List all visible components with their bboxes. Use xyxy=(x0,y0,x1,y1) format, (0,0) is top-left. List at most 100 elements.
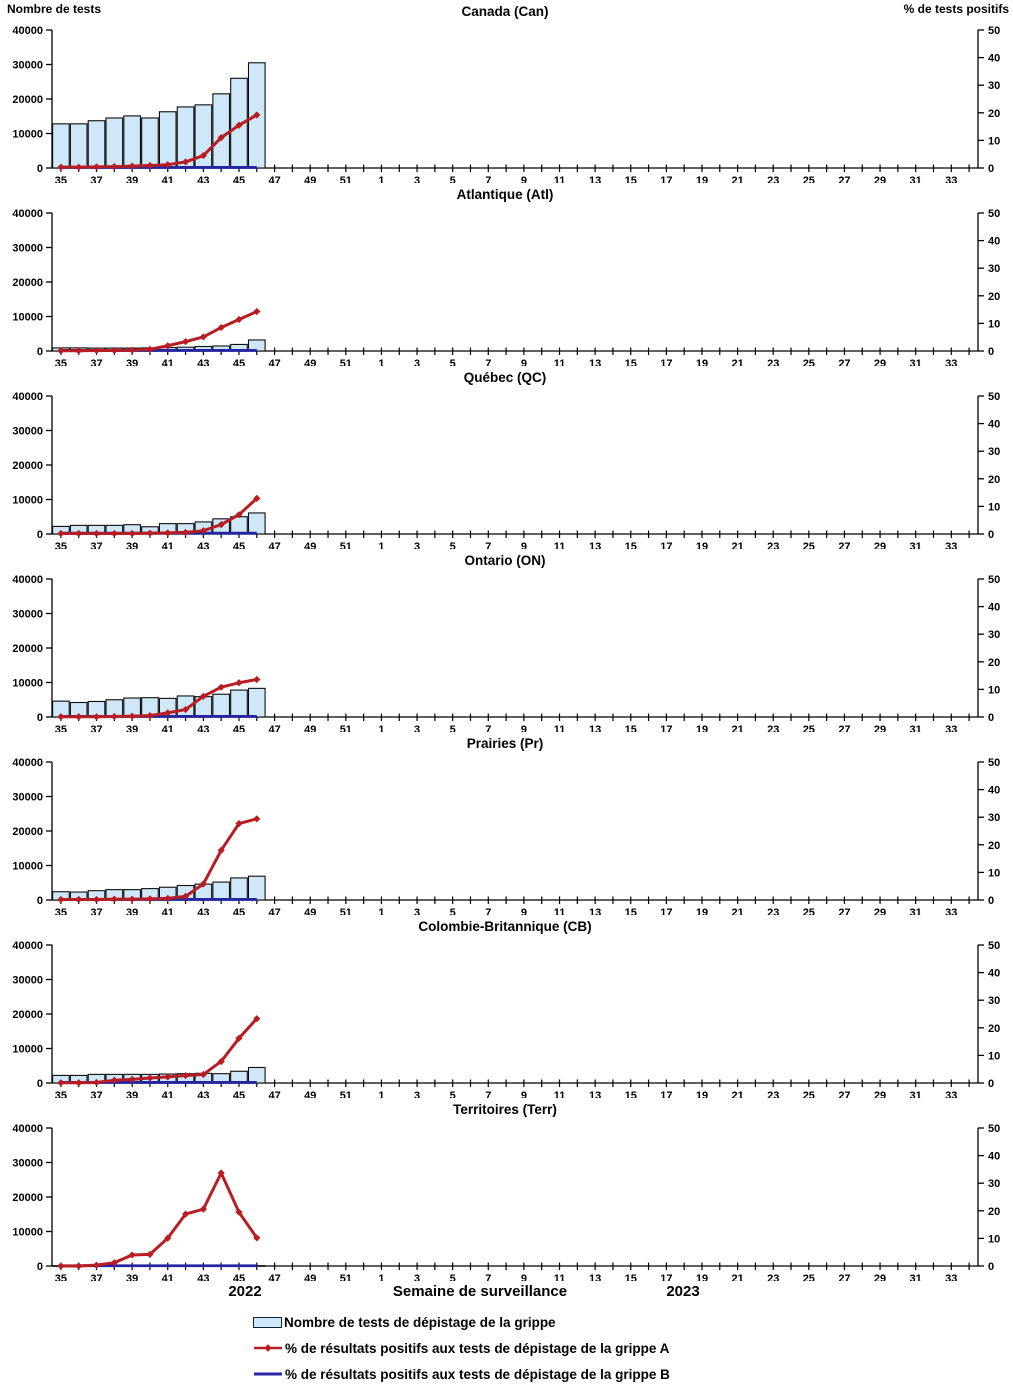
svg-text:1: 1 xyxy=(378,358,384,366)
legend-label-flu-a: % de résultats positifs aux tests de dép… xyxy=(285,1340,670,1356)
left-axis-title: Nombre de tests xyxy=(7,2,102,16)
svg-text:49: 49 xyxy=(304,541,316,549)
year-2023-label: 2023 xyxy=(666,1283,700,1300)
svg-text:3: 3 xyxy=(414,1273,420,1281)
svg-text:1: 1 xyxy=(378,541,384,549)
svg-text:13: 13 xyxy=(589,541,601,549)
svg-text:20000: 20000 xyxy=(12,94,43,106)
svg-text:30000: 30000 xyxy=(12,975,43,987)
svg-text:10: 10 xyxy=(988,135,1000,147)
svg-text:17: 17 xyxy=(660,1090,672,1098)
svg-text:45: 45 xyxy=(233,1090,245,1098)
svg-text:19: 19 xyxy=(696,175,708,183)
svg-text:10000: 10000 xyxy=(12,861,43,873)
svg-text:9: 9 xyxy=(521,907,527,915)
legend-item-flu-b: % de résultats positifs aux tests de dép… xyxy=(253,1361,1013,1387)
svg-text:27: 27 xyxy=(838,358,850,366)
svg-text:13: 13 xyxy=(589,907,601,915)
svg-text:7: 7 xyxy=(485,541,491,549)
svg-text:37: 37 xyxy=(90,907,102,915)
svg-text:37: 37 xyxy=(90,1273,102,1281)
svg-text:20000: 20000 xyxy=(12,643,43,655)
svg-text:40000: 40000 xyxy=(12,1123,43,1135)
svg-text:43: 43 xyxy=(197,1273,209,1281)
svg-text:30: 30 xyxy=(988,995,1000,1007)
svg-text:47: 47 xyxy=(268,1090,280,1098)
svg-text:31: 31 xyxy=(910,1273,922,1281)
svg-text:5: 5 xyxy=(450,907,456,915)
svg-text:Canada (Can): Canada (Can) xyxy=(461,4,548,19)
svg-text:47: 47 xyxy=(268,541,280,549)
svg-text:20000: 20000 xyxy=(12,460,43,472)
svg-text:33: 33 xyxy=(945,358,957,366)
svg-text:41: 41 xyxy=(162,541,174,549)
svg-text:40: 40 xyxy=(988,968,1000,980)
svg-text:17: 17 xyxy=(660,175,672,183)
svg-text:40000: 40000 xyxy=(12,391,43,403)
svg-text:3: 3 xyxy=(414,724,420,732)
legend-label-flu-b: % de résultats positifs aux tests de dép… xyxy=(285,1366,670,1382)
svg-text:50: 50 xyxy=(988,1123,1000,1135)
svg-text:49: 49 xyxy=(304,358,316,366)
svg-text:45: 45 xyxy=(233,358,245,366)
svg-text:5: 5 xyxy=(450,358,456,366)
svg-text:11: 11 xyxy=(554,1090,566,1098)
svg-text:19: 19 xyxy=(696,724,708,732)
svg-text:29: 29 xyxy=(874,1273,886,1281)
svg-text:7: 7 xyxy=(485,907,491,915)
svg-text:39: 39 xyxy=(126,724,138,732)
chart-panels-container: Canada (Can) 0 10000 20000 30000 40000 0 10 20 30… xyxy=(12,4,1000,1281)
svg-text:1: 1 xyxy=(378,724,384,732)
svg-text:Prairies (Pr): Prairies (Pr) xyxy=(467,736,544,751)
svg-text:17: 17 xyxy=(660,541,672,549)
svg-text:23: 23 xyxy=(767,724,779,732)
svg-text:39: 39 xyxy=(126,1273,138,1281)
svg-text:41: 41 xyxy=(162,1090,174,1098)
svg-text:25: 25 xyxy=(803,907,815,915)
svg-text:25: 25 xyxy=(803,358,815,366)
svg-text:37: 37 xyxy=(90,358,102,366)
svg-text:29: 29 xyxy=(874,175,886,183)
svg-text:0: 0 xyxy=(37,529,43,541)
chart-panel-canada-can: Canada (Can) 0 10000 20000 30000 40000 0 10 20 30… xyxy=(12,4,1000,183)
svg-text:0: 0 xyxy=(988,895,994,907)
svg-text:30000: 30000 xyxy=(12,792,43,804)
flu-a-line-swatch-icon xyxy=(253,1342,283,1354)
svg-text:9: 9 xyxy=(521,1273,527,1281)
svg-text:20: 20 xyxy=(988,474,1000,486)
svg-text:15: 15 xyxy=(625,541,637,549)
svg-text:9: 9 xyxy=(521,724,527,732)
svg-text:13: 13 xyxy=(589,358,601,366)
svg-text:3: 3 xyxy=(414,358,420,366)
svg-text:40: 40 xyxy=(988,236,1000,248)
svg-text:21: 21 xyxy=(731,724,743,732)
svg-text:19: 19 xyxy=(696,1273,708,1281)
svg-text:11: 11 xyxy=(554,358,566,366)
svg-text:25: 25 xyxy=(803,1273,815,1281)
svg-text:10: 10 xyxy=(988,501,1000,513)
svg-text:43: 43 xyxy=(197,358,209,366)
svg-text:40000: 40000 xyxy=(12,574,43,586)
chart-panel-prairies-pr: Prairies (Pr) 0 10000 20000 30000 40000 0 10 20 3… xyxy=(12,736,1000,915)
svg-text:37: 37 xyxy=(90,724,102,732)
svg-text:31: 31 xyxy=(910,175,922,183)
svg-text:33: 33 xyxy=(945,724,957,732)
svg-text:11: 11 xyxy=(554,1273,566,1281)
svg-text:20000: 20000 xyxy=(12,277,43,289)
svg-text:0: 0 xyxy=(988,712,994,724)
svg-text:41: 41 xyxy=(162,358,174,366)
svg-text:20000: 20000 xyxy=(12,1192,43,1204)
svg-text:39: 39 xyxy=(126,358,138,366)
svg-text:10000: 10000 xyxy=(12,1044,43,1056)
svg-text:29: 29 xyxy=(874,541,886,549)
svg-text:17: 17 xyxy=(660,1273,672,1281)
chart-panel-qu-bec-qc: Québec (QC) 0 10000 20000 30000 40000 0 10 20 30 4… xyxy=(12,370,1000,549)
svg-text:5: 5 xyxy=(450,1090,456,1098)
svg-text:23: 23 xyxy=(767,358,779,366)
svg-text:33: 33 xyxy=(945,907,957,915)
svg-text:1: 1 xyxy=(378,907,384,915)
svg-text:0: 0 xyxy=(988,1261,994,1273)
svg-text:45: 45 xyxy=(233,541,245,549)
svg-text:15: 15 xyxy=(625,907,637,915)
right-axis-title: % de tests positifs xyxy=(903,2,1009,16)
